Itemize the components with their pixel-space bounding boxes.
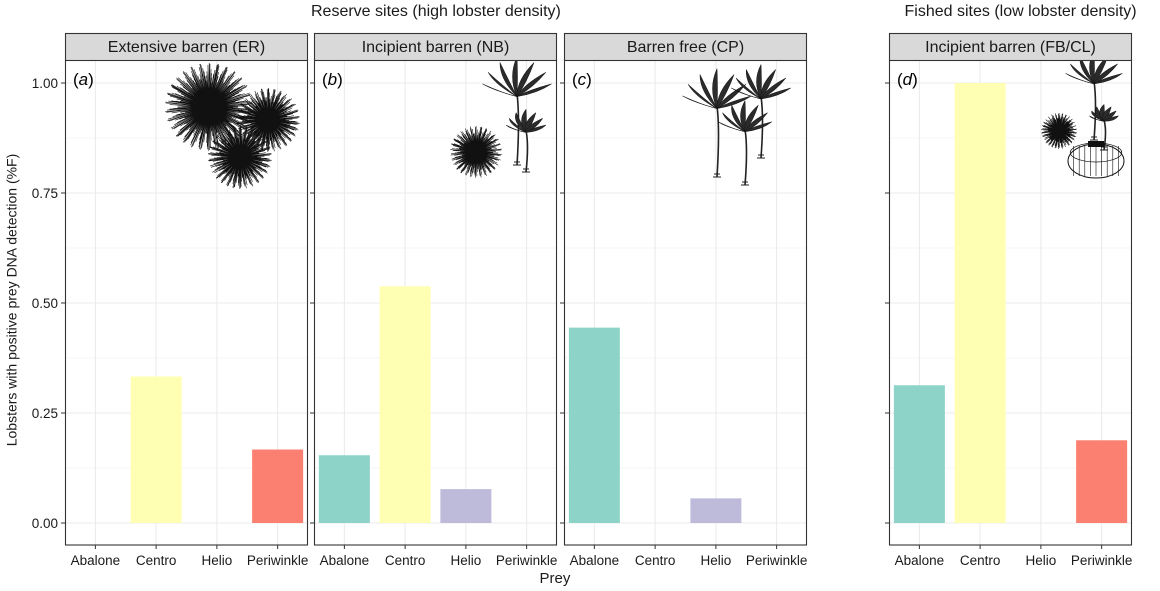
- x-tick-label: Periwinkle: [496, 553, 558, 568]
- bar-periwinkle: [1076, 440, 1128, 523]
- y-tick-label: 1.00: [32, 76, 58, 91]
- kelp-small-icon: [1089, 103, 1120, 151]
- x-tick-label: Centro: [960, 553, 1001, 568]
- facet-strip: [313, 32, 558, 62]
- urchin-icon: [450, 125, 502, 178]
- x-tick-label: Centro: [385, 553, 426, 568]
- panel-a: Extensive barren (ER) (a) Abalone Centro Hel…: [32, 32, 309, 568]
- reserve-group-title: Reserve sites (high lobster density): [311, 3, 561, 20]
- urchin-bottom-icon: [208, 124, 272, 189]
- x-tick-label: Abalone: [71, 553, 121, 568]
- x-tick-label: Helio: [201, 553, 232, 568]
- x-tick-label: Helio: [700, 553, 731, 568]
- facet-strip-title: Extensive barren (ER): [108, 39, 265, 56]
- y-tick-label: 0.25: [32, 406, 58, 421]
- x-tick-label: Centro: [635, 553, 676, 568]
- bar-centro: [130, 376, 182, 523]
- x-tick-label: Abalone: [570, 553, 620, 568]
- panel-b: Incipient barren (NB) (b) Abalone Centro Hel…: [310, 32, 558, 568]
- kelp-icon: [1065, 50, 1123, 141]
- bar-abalone: [893, 385, 945, 523]
- kelp-short-icon: [505, 108, 547, 173]
- x-tick-label: Abalone: [320, 553, 370, 568]
- facet-strip: [563, 32, 808, 62]
- panel-c: Barren free (CP) (c) Abalone Centro Helio Per…: [560, 32, 808, 568]
- bar-periwinkle: [252, 449, 304, 523]
- urchin-right-icon: [236, 87, 300, 152]
- x-tick-label: Periwinkle: [746, 553, 808, 568]
- lobster-trap-icon: [1067, 141, 1125, 179]
- facet-strip-title: Barren free (CP): [627, 39, 744, 56]
- bar-centro: [379, 286, 431, 523]
- fished-group-title: Fished sites (low lobster density): [904, 3, 1137, 20]
- panel-label: (b): [322, 70, 343, 89]
- bar-abalone: [568, 327, 620, 523]
- sea-urchin-icon: [165, 62, 300, 189]
- x-tick-label: Helio: [1025, 553, 1056, 568]
- facet-strip: [64, 32, 309, 62]
- panel-label: (a): [73, 70, 94, 89]
- bar-helio: [440, 489, 492, 523]
- panel-d: Incipient barren (FB/CL) (d) Abalone Centro…: [885, 32, 1133, 568]
- urchin-icon: [1041, 112, 1077, 149]
- kelp-front-icon: [718, 99, 772, 186]
- facet-strip-title: Incipient barren (NB): [362, 39, 510, 56]
- y-tick-label: 0.75: [32, 186, 58, 201]
- x-tick-label: Helio: [450, 553, 481, 568]
- bar-centro: [954, 83, 1006, 523]
- y-tick-label: 0.50: [32, 296, 58, 311]
- urchin-large-icon: [165, 62, 253, 151]
- panel-label: (d): [897, 70, 918, 89]
- bar-abalone: [318, 455, 370, 523]
- kelp-right-icon: [731, 63, 791, 159]
- kelp-left-icon: [682, 68, 752, 178]
- panel-label: (c): [572, 70, 592, 89]
- x-tick-label: Periwinkle: [247, 553, 309, 568]
- facet-strip: [888, 32, 1133, 62]
- urchin-kelp-trap-icon: [1041, 50, 1125, 179]
- x-axis-label: Prey: [539, 570, 571, 587]
- kelp-forest-icon: [682, 63, 791, 186]
- facet-strip-title: Incipient barren (FB/CL): [925, 39, 1096, 56]
- kelp-tall-icon: [482, 56, 552, 166]
- x-tick-label: Abalone: [895, 553, 945, 568]
- y-tick-label: 0.00: [32, 516, 58, 531]
- x-tick-label: Centro: [136, 553, 177, 568]
- urchin-and-kelp-icon: [450, 56, 552, 178]
- x-tick-label: Periwinkle: [1071, 553, 1133, 568]
- bar-helio: [690, 498, 742, 523]
